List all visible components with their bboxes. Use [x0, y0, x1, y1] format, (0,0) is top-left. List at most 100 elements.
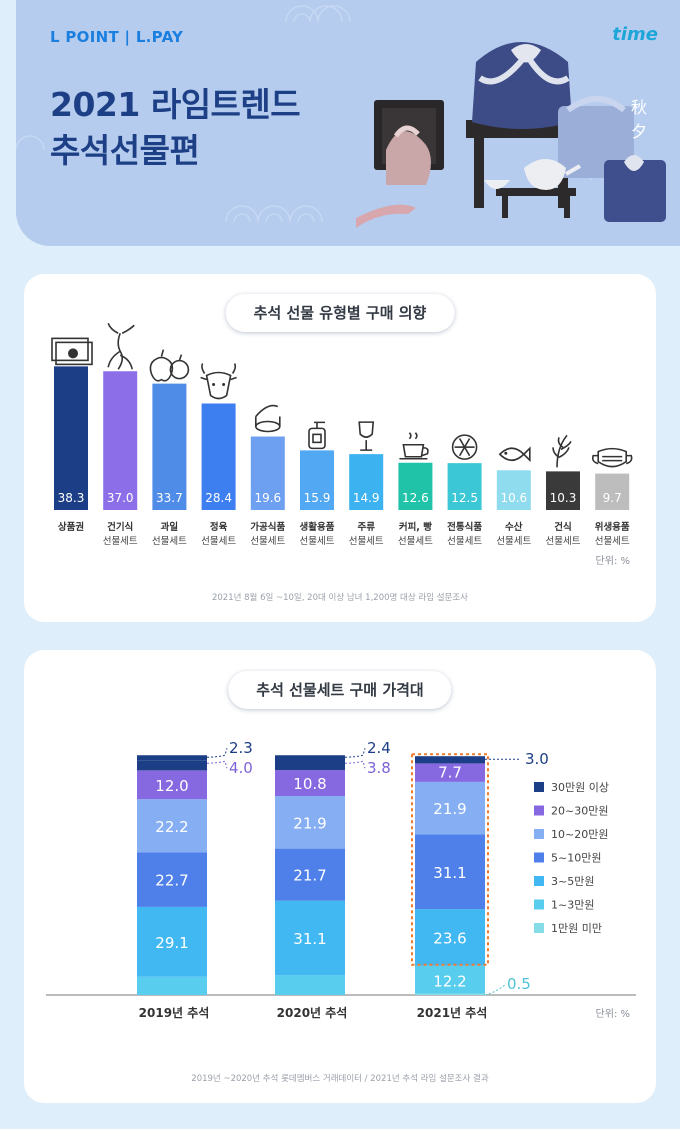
- bar-value-label: 38.3: [58, 491, 85, 505]
- category-label-line2: 선물세트: [349, 536, 384, 547]
- stacked-bar-0: 29.1 22.7 22.2 12.0: [137, 755, 207, 995]
- wine-glass-icon: [358, 421, 375, 451]
- category-label-line2: 선물세트: [496, 536, 531, 547]
- legend-label: 20~30만원: [551, 805, 608, 818]
- bar-8: [447, 463, 482, 510]
- price-range-stacked-chart: 29.1 22.7 22.2 12.0 31.1 21.7 21.9 10.8 12.2 23.6…: [46, 739, 636, 1084]
- lpoint-lpay-logo: L POINT | L.PAY: [50, 28, 184, 46]
- bar-value-label: 12.6: [402, 491, 429, 505]
- segment-value-label: 12.0: [155, 777, 188, 795]
- segment-6: [275, 761, 345, 771]
- category-label: 가공식품: [250, 521, 285, 533]
- fish-icon: [498, 446, 531, 463]
- category-label: 위생용품: [595, 521, 630, 533]
- segment-value-label-outside: 0.5: [507, 975, 531, 993]
- legend-swatch: [534, 852, 544, 863]
- legend-label: 10~20만원: [551, 828, 608, 841]
- legend-item: 1~3만원: [534, 899, 594, 912]
- fruit-icon: [149, 349, 190, 382]
- segment-4: [137, 799, 207, 853]
- legend-label: 5~10만원: [551, 852, 601, 865]
- bar-group-0: 38.3 상품권: [51, 337, 93, 533]
- segment-value-label: 22.2: [155, 818, 188, 836]
- segment-value-label-outside: 2.4: [367, 739, 391, 757]
- bar-2: [152, 383, 187, 510]
- chart2-heading: 추석 선물세트 구매 가격대: [228, 671, 452, 709]
- bar-6: [349, 454, 384, 510]
- category-label-line2: 선물세트: [398, 536, 433, 547]
- segment-2: [137, 906, 207, 977]
- segment-1: [137, 976, 207, 995]
- category-label-line2: 선물세트: [201, 536, 236, 547]
- segment-value-label: 10.8: [293, 775, 326, 793]
- gift-card-icon: [51, 337, 93, 366]
- category-label: 건식: [554, 521, 571, 533]
- price-range-card: 추석 선물세트 구매 가격대 29.1 22.7 22.2 12.0 31.1 21.7 2…: [24, 650, 656, 1103]
- chuseok-gift-illustration: [356, 42, 666, 228]
- chart2-source-note: 2019년 ~2020년 추석 롯데멤버스 거래데이터 / 2021년 추석 라…: [191, 1073, 489, 1084]
- bar-value-label: 9.7: [603, 491, 622, 505]
- highlight-2021-frame: [411, 753, 489, 966]
- bar-3: [201, 403, 236, 510]
- category-label-line2: 선물세트: [595, 536, 630, 547]
- leader-line: [206, 748, 228, 758]
- segment-value-label: 22.7: [155, 872, 188, 890]
- legend-item: 30만원 이상: [534, 781, 609, 794]
- bar-value-label: 15.9: [304, 491, 331, 505]
- grain-icon: [552, 434, 572, 468]
- segment-2: [415, 909, 485, 966]
- bar-value-label: 10.3: [550, 491, 577, 505]
- bar-value-label: 28.4: [205, 491, 232, 505]
- bar-11: [595, 473, 630, 510]
- stacked-bar-1: 31.1 21.7 21.9 10.8: [275, 755, 345, 995]
- category-label: 2019년 추석: [139, 1005, 210, 1020]
- segment-value-label-outside: 2.3: [229, 739, 253, 757]
- category-label-line2: 선물세트: [447, 536, 482, 547]
- page-title: 2021 라임트렌드 추석선물편: [50, 82, 301, 174]
- segment-7: [137, 755, 207, 761]
- title-line-1: 2021 라임트렌드: [50, 85, 301, 124]
- can-icon: [255, 404, 281, 433]
- title-line-2: 추석선물편: [50, 131, 200, 170]
- bar-value-label: 19.6: [254, 491, 281, 505]
- chart1-source-note: 2021년 8월 6일 ~10일, 20대 이상 남녀 1,200명 대상 라임…: [212, 592, 468, 603]
- segment-value-label-outside: 3.0: [525, 750, 549, 768]
- leader-line: [484, 984, 506, 996]
- category-label-line2: 선물세트: [250, 536, 285, 547]
- segment-5: [275, 770, 345, 797]
- segment-value-label: 29.1: [155, 934, 188, 952]
- segment-4: [275, 796, 345, 849]
- pump-bottle-icon: [308, 421, 326, 450]
- segment-7: [275, 755, 345, 761]
- leader-line: [206, 760, 228, 769]
- segment-2: [275, 900, 345, 976]
- category-label-line2: 선물세트: [103, 536, 138, 547]
- category-label: 건기식: [107, 521, 133, 533]
- legend-swatch: [534, 829, 544, 839]
- category-label: 커피, 빵: [399, 521, 432, 533]
- time-logo: time: [612, 24, 658, 45]
- segment-3: [415, 834, 485, 910]
- purchase-intent-bar-chart: 38.3상품권37.0건기식선물세트33.7과일선물세트28.4정육선물세트19…: [51, 322, 633, 603]
- legend-item: 1만원 미만: [534, 922, 602, 935]
- legend-swatch: [534, 876, 544, 886]
- segment-0: [415, 993, 485, 995]
- segment-value-label: 12.2: [433, 972, 466, 990]
- segment-5: [415, 763, 485, 782]
- bar-value-label: 14.9: [353, 491, 380, 505]
- leader-line: [344, 748, 366, 758]
- category-label: 정육: [210, 521, 228, 533]
- segment-1: [415, 965, 485, 995]
- purchase-intent-card: 추석 선물 유형별 구매 의향 38.3 상품권 37.0 건기식 선물세트 33.7 과일…: [24, 274, 656, 622]
- segment-value-label: 23.6: [433, 929, 466, 947]
- bar-value-label: 12.5: [451, 491, 478, 505]
